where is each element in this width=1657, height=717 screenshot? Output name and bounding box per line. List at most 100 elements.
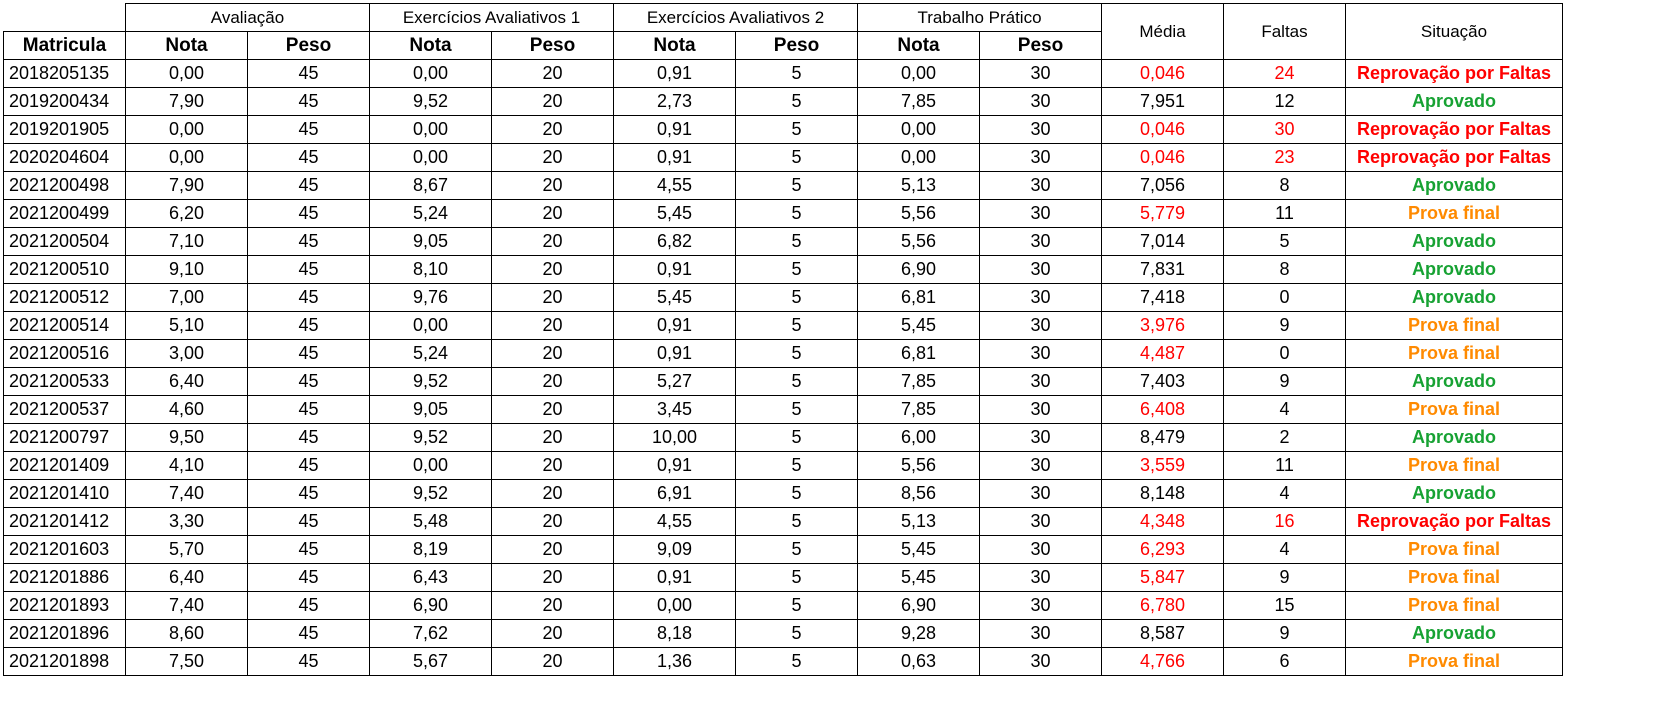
matricula-cell: 2021200504 (3, 227, 126, 256)
avaliacao-peso-cell: 45 (247, 311, 370, 340)
ea2-nota-cell: 0,91 (613, 339, 736, 368)
tp-nota-cell: 8,56 (857, 479, 980, 508)
grades-table: Avaliação Exercícios Avaliativos 1 Exerc… (3, 3, 1563, 676)
header-situacao: Situação (1345, 3, 1563, 60)
ea2-peso-cell: 5 (735, 479, 858, 508)
group-header-avaliacao: Avaliação (125, 3, 370, 32)
ea2-peso-cell: 5 (735, 423, 858, 452)
matricula-cell: 2021200514 (3, 311, 126, 340)
situacao-cell: Prova final (1345, 563, 1563, 592)
ea2-nota-cell: 0,91 (613, 115, 736, 144)
media-cell: 8,148 (1101, 479, 1224, 508)
avaliacao-nota-cell: 8,60 (125, 619, 248, 648)
situacao-cell: Prova final (1345, 199, 1563, 228)
tp-peso-cell: 30 (979, 451, 1102, 480)
faltas-cell: 9 (1223, 311, 1346, 340)
avaliacao-peso-cell: 45 (247, 423, 370, 452)
avaliacao-peso-cell: 45 (247, 339, 370, 368)
faltas-cell: 9 (1223, 563, 1346, 592)
avaliacao-peso-cell: 45 (247, 87, 370, 116)
ea2-peso-cell: 5 (735, 395, 858, 424)
ea1-peso-cell: 20 (491, 59, 614, 88)
header-media: Média (1101, 3, 1224, 60)
tp-peso-cell: 30 (979, 647, 1102, 676)
table-row: 2021200510 9,10 45 8,10 20 0,91 5 6,90 30 7,831 8 A… (3, 255, 1563, 284)
matricula-cell: 2021201898 (3, 647, 126, 676)
tp-peso-cell: 30 (979, 507, 1102, 536)
table-row: 2021200504 7,10 45 9,05 20 6,82 5 5,56 30 7,014 5 A… (3, 227, 1563, 256)
matricula-cell: 2021201412 (3, 507, 126, 536)
tp-peso-cell: 30 (979, 143, 1102, 172)
table-row: 2019201905 0,00 45 0,00 20 0,91 5 0,00 30 0,046 30… (3, 115, 1563, 144)
matricula-cell: 2021200533 (3, 367, 126, 396)
ea1-nota-cell: 9,52 (369, 479, 492, 508)
ea1-nota-cell: 9,05 (369, 227, 492, 256)
ea1-peso-cell: 20 (491, 199, 614, 228)
tp-peso-cell: 30 (979, 367, 1102, 396)
ea1-nota-cell: 8,67 (369, 171, 492, 200)
header-avaliacao-peso: Peso (247, 31, 370, 60)
avaliacao-nota-cell: 7,90 (125, 171, 248, 200)
media-cell: 7,951 (1101, 87, 1224, 116)
ea2-nota-cell: 6,91 (613, 479, 736, 508)
tp-nota-cell: 5,45 (857, 563, 980, 592)
avaliacao-nota-cell: 6,20 (125, 199, 248, 228)
avaliacao-nota-cell: 4,60 (125, 395, 248, 424)
ea2-peso-cell: 5 (735, 507, 858, 536)
ea2-peso-cell: 5 (735, 283, 858, 312)
media-cell: 5,847 (1101, 563, 1224, 592)
media-cell: 6,408 (1101, 395, 1224, 424)
media-cell: 4,348 (1101, 507, 1224, 536)
tp-peso-cell: 30 (979, 423, 1102, 452)
matricula-cell: 2021200537 (3, 395, 126, 424)
faltas-cell: 0 (1223, 339, 1346, 368)
ea2-peso-cell: 5 (735, 143, 858, 172)
avaliacao-peso-cell: 45 (247, 115, 370, 144)
situacao-cell: Aprovado (1345, 283, 1563, 312)
ea2-peso-cell: 5 (735, 591, 858, 620)
situacao-cell: Aprovado (1345, 171, 1563, 200)
ea2-peso-cell: 5 (735, 59, 858, 88)
tp-peso-cell: 30 (979, 591, 1102, 620)
tp-nota-cell: 6,81 (857, 283, 980, 312)
avaliacao-peso-cell: 45 (247, 591, 370, 620)
corner-cell (3, 3, 126, 32)
situacao-cell: Aprovado (1345, 255, 1563, 284)
avaliacao-peso-cell: 45 (247, 199, 370, 228)
avaliacao-nota-cell: 0,00 (125, 115, 248, 144)
faltas-cell: 24 (1223, 59, 1346, 88)
ea2-nota-cell: 10,00 (613, 423, 736, 452)
situacao-cell: Reprovação por Faltas (1345, 143, 1563, 172)
ea2-peso-cell: 5 (735, 255, 858, 284)
ea2-nota-cell: 4,55 (613, 507, 736, 536)
tp-nota-cell: 0,00 (857, 143, 980, 172)
faltas-cell: 12 (1223, 87, 1346, 116)
avaliacao-nota-cell: 4,10 (125, 451, 248, 480)
avaliacao-nota-cell: 7,50 (125, 647, 248, 676)
avaliacao-peso-cell: 45 (247, 451, 370, 480)
faltas-cell: 6 (1223, 647, 1346, 676)
ea2-peso-cell: 5 (735, 451, 858, 480)
matricula-cell: 2021200797 (3, 423, 126, 452)
tp-nota-cell: 7,85 (857, 87, 980, 116)
ea1-peso-cell: 20 (491, 591, 614, 620)
avaliacao-peso-cell: 45 (247, 59, 370, 88)
ea1-nota-cell: 9,05 (369, 395, 492, 424)
header-matricula: Matricula (3, 31, 126, 60)
tp-peso-cell: 30 (979, 563, 1102, 592)
ea2-peso-cell: 5 (735, 87, 858, 116)
ea2-nota-cell: 9,09 (613, 535, 736, 564)
tp-peso-cell: 30 (979, 115, 1102, 144)
avaliacao-peso-cell: 45 (247, 367, 370, 396)
faltas-cell: 15 (1223, 591, 1346, 620)
ea2-peso-cell: 5 (735, 339, 858, 368)
media-cell: 0,046 (1101, 143, 1224, 172)
ea1-nota-cell: 5,67 (369, 647, 492, 676)
situacao-cell: Aprovado (1345, 479, 1563, 508)
media-cell: 4,766 (1101, 647, 1224, 676)
avaliacao-nota-cell: 9,50 (125, 423, 248, 452)
ea1-nota-cell: 0,00 (369, 311, 492, 340)
ea2-peso-cell: 5 (735, 115, 858, 144)
ea1-peso-cell: 20 (491, 619, 614, 648)
avaliacao-peso-cell: 45 (247, 395, 370, 424)
